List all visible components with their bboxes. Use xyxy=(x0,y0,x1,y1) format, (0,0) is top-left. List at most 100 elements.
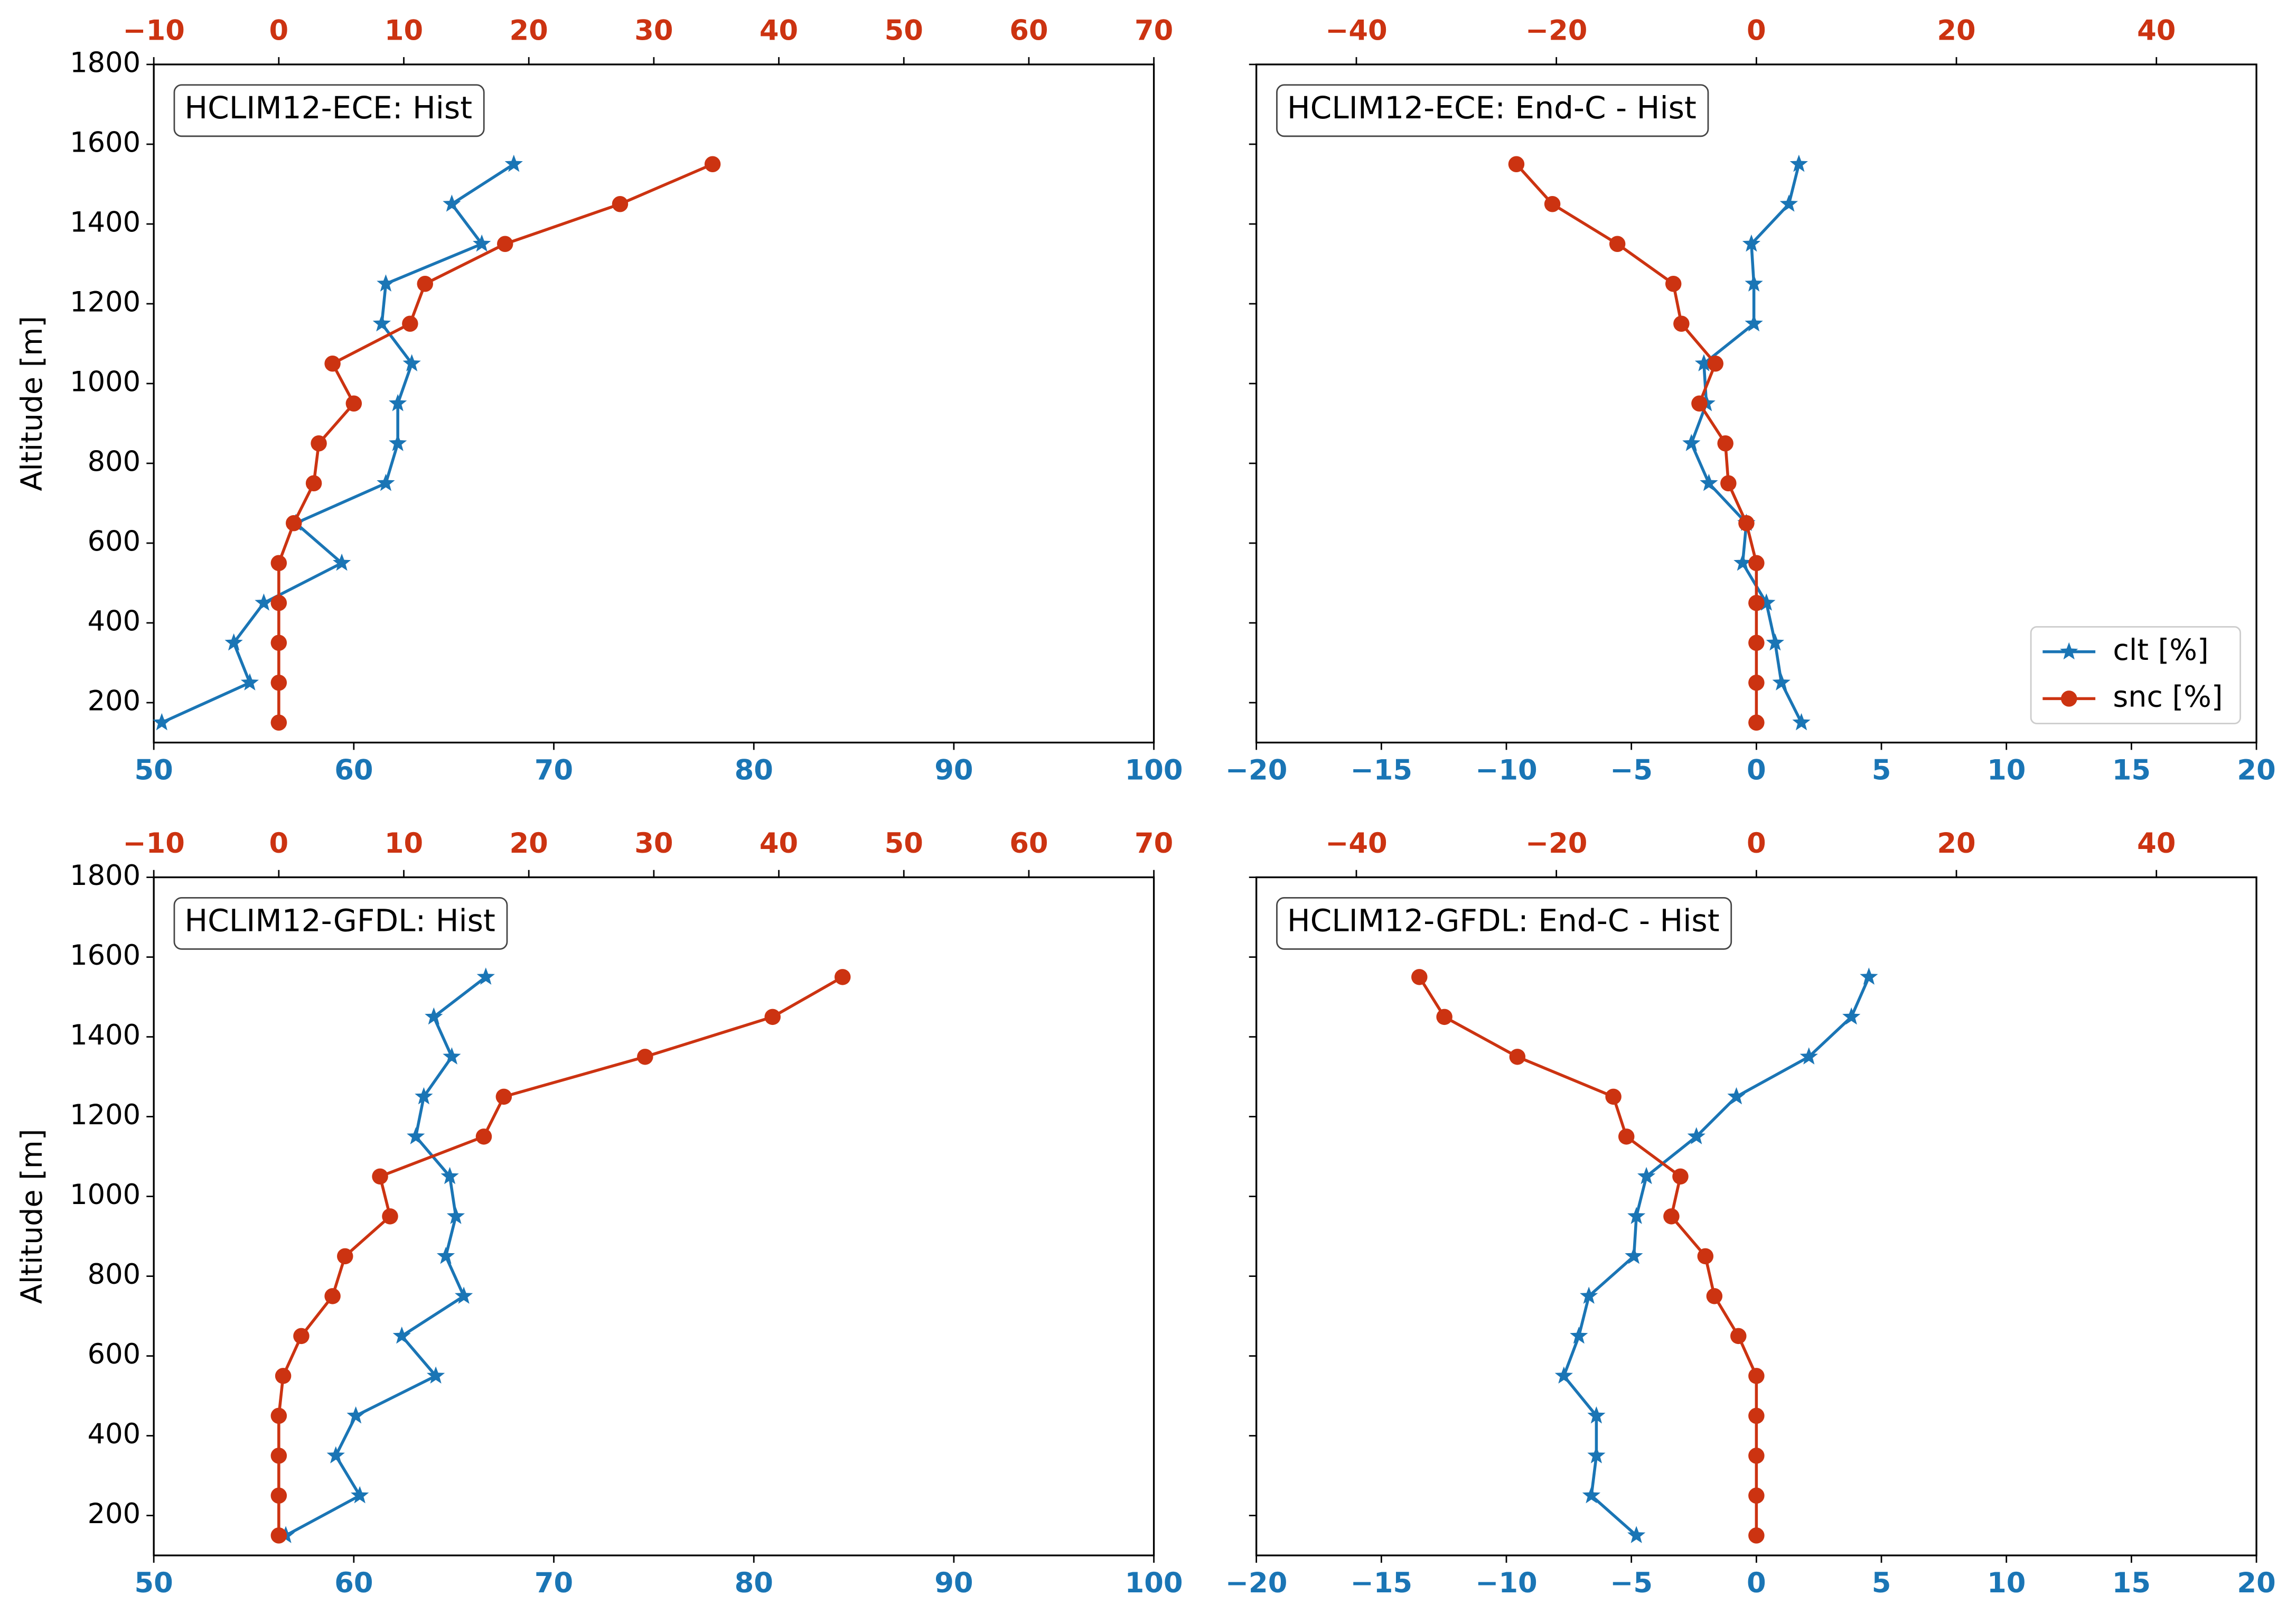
circle-marker xyxy=(764,1009,781,1025)
x-tick-label: 100 xyxy=(1125,1567,1183,1599)
circle-marker xyxy=(270,555,287,572)
x-tick-label: −5 xyxy=(1610,754,1653,787)
star-marker xyxy=(1757,593,1776,611)
circle-marker xyxy=(1663,1208,1680,1225)
circle-marker xyxy=(1706,1288,1723,1304)
star-marker xyxy=(446,1207,465,1224)
circle-marker xyxy=(417,275,433,292)
star-marker xyxy=(441,1167,459,1184)
legend-label: clt [%] xyxy=(2113,633,2208,667)
star-marker xyxy=(504,154,523,172)
star-marker xyxy=(1766,633,1785,651)
annotation-box xyxy=(173,897,508,950)
x2-tick-label: 0 xyxy=(269,827,289,860)
star-marker xyxy=(346,1406,365,1424)
x2-tick-label: 0 xyxy=(1747,827,1766,860)
star-marker xyxy=(1745,314,1763,332)
star-marker xyxy=(1682,434,1701,451)
circle-marker xyxy=(1436,1009,1452,1025)
y-tick-label: 1200 xyxy=(70,286,140,319)
x2-tick-label: 50 xyxy=(885,827,923,860)
series-line xyxy=(277,163,714,723)
x-tick-label: 60 xyxy=(334,754,373,787)
x2-tick-label: 30 xyxy=(634,827,673,860)
circle-marker xyxy=(1748,555,1765,572)
legend-marker xyxy=(2060,642,2078,660)
star-marker xyxy=(240,673,259,691)
annotation-box xyxy=(173,84,485,137)
circle-marker xyxy=(1748,1527,1765,1544)
x-tick-label: 20 xyxy=(2237,754,2275,787)
annotation-box xyxy=(1276,84,1709,137)
x-tick-label: 15 xyxy=(2112,1567,2151,1599)
circle-marker xyxy=(1609,236,1626,252)
circle-marker xyxy=(495,1088,512,1105)
circle-marker xyxy=(1748,1407,1765,1424)
y-tick-label: 1600 xyxy=(70,939,140,972)
x-tick-label: −5 xyxy=(1610,1567,1653,1599)
y-tick-label: 800 xyxy=(88,1258,141,1291)
star-marker xyxy=(1587,1446,1606,1463)
star-marker xyxy=(1772,673,1791,691)
annotation: HCLIM12-GFDL: End-C - Hist xyxy=(1287,903,1720,939)
circle-marker xyxy=(1691,395,1708,412)
x2-tick-label: −10 xyxy=(123,15,184,47)
circle-marker xyxy=(1748,675,1765,691)
circle-marker xyxy=(1748,1368,1765,1384)
y-tick-label: 600 xyxy=(88,526,141,558)
x2-tick-label: 0 xyxy=(269,15,289,47)
circle-marker xyxy=(1738,515,1755,531)
y-tick-label: 600 xyxy=(88,1338,141,1370)
y-tick-label: 1000 xyxy=(70,366,140,398)
circle-marker xyxy=(270,1527,287,1544)
star-marker xyxy=(1800,1047,1818,1065)
x2-tick-label: 60 xyxy=(1009,15,1048,47)
circle-marker xyxy=(1673,315,1690,332)
circle-marker xyxy=(275,1368,292,1384)
x2-tick-label: 70 xyxy=(1135,15,1173,47)
x-tick-label: 50 xyxy=(135,754,173,787)
circle-marker xyxy=(496,236,513,252)
circle-marker xyxy=(324,356,341,372)
circle-marker xyxy=(1748,1448,1765,1464)
star-marker xyxy=(426,1366,445,1384)
x-tick-label: 20 xyxy=(2237,1567,2275,1599)
star-marker xyxy=(153,713,171,731)
star-marker xyxy=(1700,473,1718,491)
y-tick-label: 1800 xyxy=(70,860,140,892)
x-tick-label: −15 xyxy=(1351,754,1412,787)
series-line xyxy=(1562,976,1870,1537)
circle-marker xyxy=(1697,1248,1714,1265)
x2-tick-label: 10 xyxy=(385,15,423,47)
star-marker xyxy=(436,1246,455,1264)
star-marker xyxy=(1625,1246,1643,1264)
star-marker xyxy=(443,194,461,212)
circle-marker xyxy=(1748,635,1765,651)
circle-marker xyxy=(1411,969,1428,985)
star-marker xyxy=(224,633,243,651)
circle-marker xyxy=(1748,714,1765,731)
circle-marker xyxy=(270,1487,287,1504)
x-tick-label: −20 xyxy=(1225,1567,1287,1599)
y-axis-label: Altitude [m] xyxy=(15,316,49,491)
x2-tick-label: 40 xyxy=(760,15,798,47)
x-tick-label: 100 xyxy=(1125,754,1183,787)
star-marker xyxy=(1587,1406,1606,1424)
star-marker xyxy=(1792,713,1811,731)
circle-marker xyxy=(1720,475,1737,492)
x2-tick-label: 20 xyxy=(510,827,548,860)
circle-marker xyxy=(311,435,327,452)
circle-marker xyxy=(1508,156,1525,172)
circle-marker xyxy=(382,1208,398,1225)
x-tick-label: 80 xyxy=(735,1567,773,1599)
star-marker xyxy=(1627,1207,1646,1224)
star-marker xyxy=(1789,154,1808,172)
x2-tick-label: 60 xyxy=(1009,827,1048,860)
star-marker xyxy=(1637,1167,1656,1184)
circle-marker xyxy=(293,1328,310,1345)
circle-marker xyxy=(270,675,287,691)
circle-marker xyxy=(637,1049,653,1065)
x2-tick-label: 10 xyxy=(385,827,423,860)
x2-tick-label: −20 xyxy=(1525,827,1587,860)
